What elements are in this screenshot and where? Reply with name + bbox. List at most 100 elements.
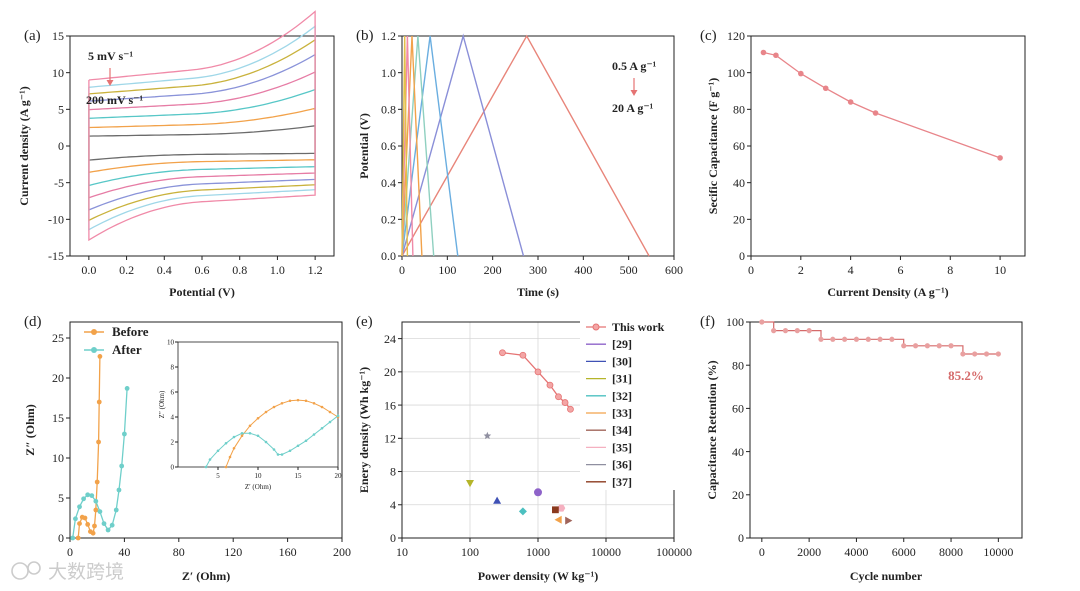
- x-tick-label: 10000: [983, 545, 1013, 559]
- nyquist-point: [96, 439, 101, 445]
- retention-point: [759, 319, 765, 325]
- x-tick-label: 0: [399, 263, 405, 277]
- nyquist-point: [122, 431, 127, 437]
- legend-label: [34]: [612, 423, 632, 437]
- nyquist-point: [85, 522, 91, 527]
- ragone-point: [554, 515, 562, 524]
- inset-nyquist-point: [264, 440, 268, 444]
- ragone-point: [493, 496, 502, 504]
- x-tick-label: 0.8: [232, 263, 247, 277]
- y-tick-label: 0.6: [381, 139, 396, 153]
- y-tick-label: 0: [58, 531, 64, 545]
- y-tick-label: 10: [52, 66, 64, 80]
- capacitance-point: [760, 49, 767, 56]
- x-tick-label: 1.0: [270, 263, 285, 277]
- x-tick-label: 100: [461, 545, 479, 559]
- panel-label: (f): [700, 314, 715, 330]
- y-tick-label: 0.8: [381, 103, 396, 117]
- inset-x-tick-label: 20: [335, 472, 343, 480]
- x-tick-label: 1000: [526, 545, 550, 559]
- ragone-point: [534, 488, 542, 497]
- y-tick-label: 24: [384, 332, 396, 346]
- x-tick-label: 40: [118, 545, 130, 559]
- inset-nyquist-point: [336, 414, 340, 418]
- nyquist-point: [119, 463, 125, 469]
- retention-point: [794, 328, 800, 334]
- watermark-icon: [11, 561, 41, 580]
- annotation-scan-rate-high: 200 mV s⁻¹: [86, 93, 143, 107]
- inset-y-tick-label: 6: [171, 389, 175, 397]
- watermark: 大数跨境: [11, 561, 124, 583]
- inset-nyquist-point: [296, 444, 300, 448]
- y-tick-label: 0.2: [381, 213, 396, 227]
- nyquist-point: [96, 399, 102, 405]
- nyquist-line: [72, 388, 128, 539]
- capacitance-point: [872, 110, 879, 116]
- ragone-point: [466, 480, 474, 488]
- retention-point: [936, 343, 942, 349]
- nyquist-point: [101, 521, 107, 526]
- ragone-point: [567, 405, 574, 413]
- gcd-curve-series: [401, 33, 525, 257]
- x-tick-label: 0: [748, 263, 754, 277]
- y-tick-label: 0: [739, 249, 745, 263]
- y-tick-label: 0: [58, 139, 64, 153]
- inset-x-tick-label: 15: [295, 472, 303, 480]
- y-tick-label: -15: [48, 249, 64, 263]
- y-tick-label: 25: [52, 331, 64, 345]
- inset-nyquist-point: [240, 434, 244, 438]
- x-tick-label: 300: [529, 263, 547, 277]
- inset-nyquist-point: [240, 431, 244, 435]
- inset-nyquist-point: [256, 434, 260, 438]
- inset-nyquist-point: [248, 424, 252, 428]
- inset-nyquist-point: [320, 405, 324, 409]
- x-axis-label: Cycle number: [850, 569, 923, 583]
- x-tick-label: 600: [665, 263, 683, 277]
- y-axis-label: Potential (V): [357, 113, 371, 179]
- inset-nyquist-line: [225, 399, 339, 468]
- inset-nyquist-point: [228, 455, 232, 459]
- nyquist-point: [93, 507, 99, 513]
- inset-nyquist-point: [272, 448, 276, 451]
- y-tick-label: 20: [732, 488, 744, 502]
- inset-nyquist-point: [208, 458, 212, 461]
- x-tick-label: 500: [620, 263, 638, 277]
- nyquist-point: [70, 535, 76, 541]
- inset-x-tick-label: 10: [255, 472, 263, 480]
- y-tick-label: 100: [726, 315, 744, 329]
- x-tick-label: 200: [333, 545, 351, 559]
- legend-label: [36]: [612, 458, 632, 472]
- nyquist-point: [81, 496, 86, 502]
- annotation-current-high: 0.5 A g⁻¹: [612, 59, 657, 73]
- inset-nyquist-point: [256, 416, 260, 420]
- x-tick-label: 120: [224, 545, 242, 559]
- ragone-point: [557, 504, 566, 512]
- y-tick-label: 15: [52, 411, 64, 425]
- retention-point: [960, 351, 966, 357]
- legend-marker: [592, 323, 600, 331]
- x-axis-label: Current Density (A g⁻¹): [827, 285, 948, 299]
- retention-point: [782, 328, 789, 334]
- gcd-curve-series: [401, 34, 650, 257]
- nyquist-point: [85, 492, 91, 498]
- y-tick-label: 4: [390, 498, 396, 512]
- x-tick-label: 400: [574, 263, 592, 277]
- panel-label: (c): [700, 28, 717, 44]
- x-tick-label: 8: [947, 263, 953, 277]
- ragone-point: [518, 507, 527, 516]
- inset-nyquist-point: [280, 401, 284, 405]
- inset-nyquist-point: [328, 420, 332, 424]
- y-axis-label: Capacitance Retention (%): [705, 360, 719, 499]
- y-tick-label: 10: [52, 451, 64, 465]
- y-axis-label: Current density (A g⁻¹): [17, 86, 31, 205]
- y-axis-label: Enery density (Wh kg⁻¹): [357, 367, 371, 493]
- retention-point: [995, 351, 1001, 357]
- y-tick-label: 8: [390, 465, 396, 479]
- x-tick-label: 0: [67, 545, 73, 559]
- y-tick-label: 120: [727, 29, 745, 43]
- inset-nyquist-point: [276, 453, 280, 456]
- x-tick-label: 80: [173, 545, 185, 559]
- inset-nyquist-point: [280, 453, 284, 456]
- nyquist-point: [90, 530, 96, 536]
- inset-nyquist-point: [224, 441, 228, 445]
